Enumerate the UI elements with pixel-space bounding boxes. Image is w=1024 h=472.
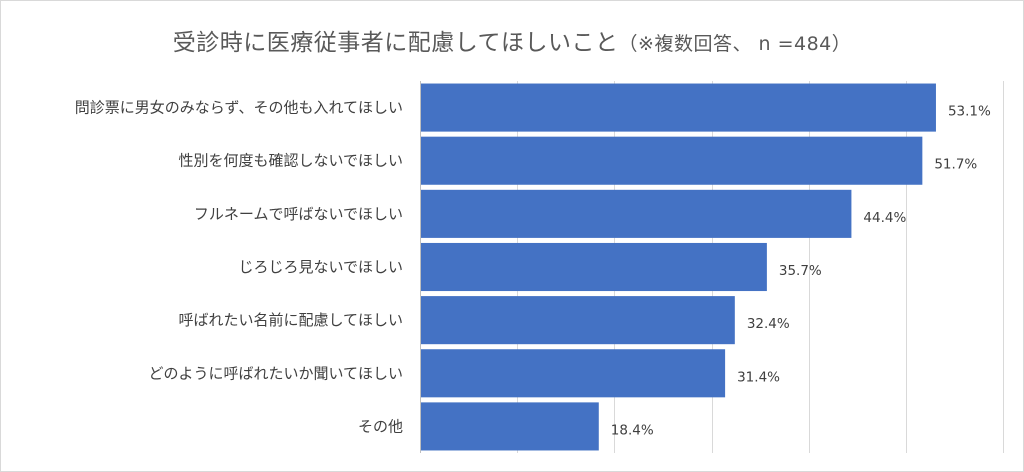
category-label: 性別を何度も確認しないでほしい	[178, 152, 403, 170]
chart-title: 受診時に医療従事者に配慮してほしいこと（※複数回答、 n =484）	[1, 23, 1023, 57]
bar	[420, 136, 923, 185]
bar	[420, 296, 735, 345]
bar	[420, 402, 599, 451]
bar	[420, 242, 767, 292]
data-label: 31.4%	[737, 369, 780, 385]
category-label: 呼ばれたい名前に配慮してほしい	[178, 311, 403, 329]
category-label: フルネームで呼ばないでほしい	[194, 205, 403, 223]
chart-title-main: 受診時に医療従事者に配慮してほしいこと	[172, 30, 619, 56]
bar	[420, 83, 936, 132]
chart-subtitle: （※複数回答、 n =484）	[618, 33, 852, 55]
data-label: 53.1%	[948, 104, 991, 120]
category-label: じろじろ見ないでほしい	[238, 258, 403, 276]
data-label: 44.4%	[863, 210, 906, 226]
bar	[420, 349, 726, 398]
category-label: どのように呼ばれたいか聞いてほしい	[148, 364, 403, 382]
data-label: 18.4%	[611, 422, 654, 438]
category-label: その他	[358, 417, 403, 435]
data-label: 35.7%	[779, 263, 822, 279]
data-label: 51.7%	[934, 157, 977, 173]
category-label: 問診票に男女のみならず、その他も入れてほしい	[75, 99, 403, 117]
data-label: 32.4%	[747, 316, 790, 332]
bar	[420, 189, 852, 238]
